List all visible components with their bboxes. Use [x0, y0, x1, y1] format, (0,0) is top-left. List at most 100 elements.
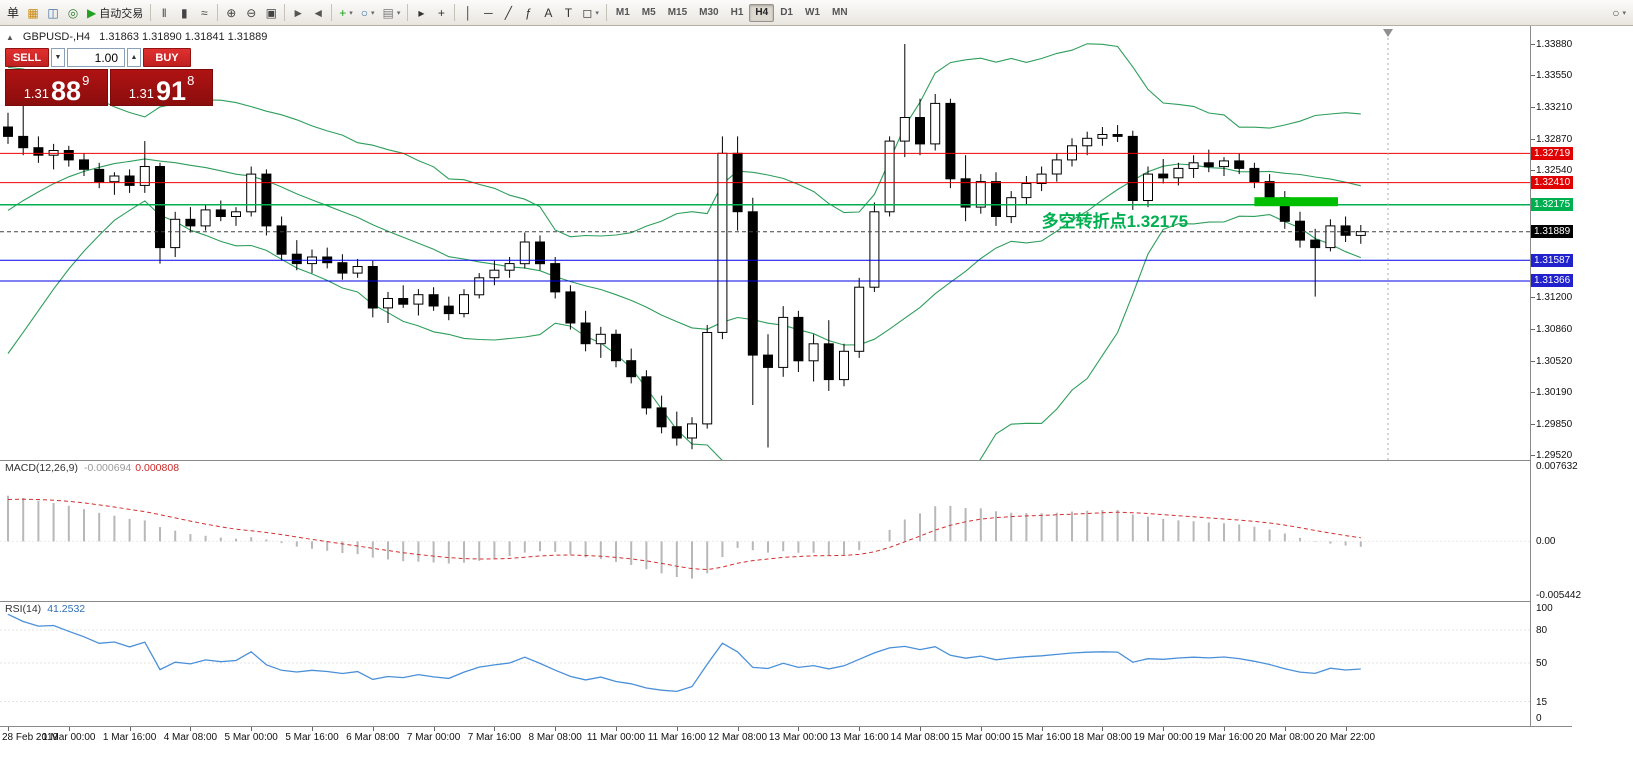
timeframe-h1-button[interactable]: H1	[725, 4, 750, 22]
autotrading-button[interactable]: ▶ 自动交易	[83, 3, 147, 23]
time-tick-mark	[129, 727, 131, 731]
tile-windows-icon: ▣	[265, 5, 277, 20]
crosshair-icon[interactable]: +	[431, 3, 451, 23]
shapes-icon: ◻	[582, 5, 593, 20]
buy-price-button[interactable]: 1.31 91 8	[110, 69, 213, 106]
auto-scroll-icon[interactable]: ►	[288, 3, 308, 23]
one-click-collapse-icon[interactable]: ▲	[6, 32, 14, 42]
label-icon[interactable]: T	[558, 3, 578, 23]
one-click-trading-panel: SELL ▼ ▲ BUY 1.31 88 9 1.31 91 8	[5, 48, 213, 106]
panel-splitter-rsi[interactable]	[0, 601, 1572, 602]
templates-icon[interactable]: ▤ ▾	[379, 3, 405, 23]
timeframe-mn-button[interactable]: MN	[826, 4, 854, 22]
rsi-panel[interactable]: RSI(14) 41.2532	[0, 601, 1530, 726]
macd-signal-value: 0.000808	[135, 462, 180, 474]
macd-label: MACD(12,26,9) -0.000694 0.000808	[5, 462, 179, 474]
rsi-value: 41.2532	[47, 603, 86, 615]
price-chart-panel[interactable]: 多空转折点1.32175 ▲ GBPUSD-,H4 1.31863 1.3189…	[0, 26, 1530, 460]
lot-increase-button[interactable]: ▲	[127, 48, 141, 67]
rsi-axis-label: 50	[1536, 658, 1548, 669]
price-tick-mark	[1531, 139, 1535, 141]
navigator-icon[interactable]: ◎	[63, 3, 83, 23]
horizontal-line-icon[interactable]: ─	[478, 3, 498, 23]
time-tick-label: 15 Mar 16:00	[1012, 732, 1072, 743]
time-tick-label: 13 Mar 00:00	[768, 732, 828, 743]
timeframe-m5-button[interactable]: M5	[636, 4, 662, 22]
indicators-icon[interactable]: + ▾	[335, 3, 357, 23]
trendline-icon[interactable]: ╱	[498, 3, 518, 23]
candlestick-chart-icon[interactable]: ▮	[174, 3, 194, 23]
indicators-icon: +	[339, 5, 347, 20]
buy-button[interactable]: BUY	[143, 48, 191, 67]
buy-price-prefix: 1.31	[128, 86, 155, 102]
dropdown-caret-icon: ▾	[396, 9, 401, 17]
lot-decrease-button[interactable]: ▼	[51, 48, 65, 67]
label-icon: T	[564, 5, 573, 20]
lot-size-input[interactable]	[67, 48, 125, 67]
price-tick-mark	[1531, 328, 1535, 330]
tile-windows-icon[interactable]: ▣	[261, 3, 281, 23]
price-badge: 1.32175	[1531, 198, 1573, 212]
price-tick-label: 1.31200	[1536, 291, 1573, 303]
line-chart-icon[interactable]: ≈	[194, 3, 214, 23]
sell-price-button[interactable]: 1.31 88 9	[5, 69, 108, 106]
zoom-out-icon: ⊖	[246, 5, 257, 20]
timeframe-m15-button[interactable]: M15	[662, 4, 693, 22]
navigator-icon: ◎	[67, 5, 79, 20]
timeframe-h4-button[interactable]: H4	[749, 3, 775, 22]
horizontal-line-icon: ─	[484, 5, 493, 20]
cursor-icon[interactable]: ▸	[411, 3, 431, 23]
timeframe-m30-button[interactable]: M30	[693, 4, 724, 22]
time-tick-mark	[859, 727, 861, 731]
price-badge: 1.31889	[1531, 225, 1573, 239]
price-tick-mark	[1531, 107, 1535, 109]
time-tick-label: 28 Feb 2019	[2, 732, 59, 743]
panel-splitter-macd[interactable]	[0, 460, 1572, 461]
time-tick-label: 13 Mar 16:00	[829, 732, 889, 743]
charts-window-icon[interactable]: ▦	[23, 3, 43, 23]
toolbar-separator	[331, 4, 333, 21]
macd-axis-label: 0.007632	[1536, 460, 1578, 472]
one-click-controls-row: SELL ▼ ▲ BUY	[5, 48, 213, 67]
periods-icon[interactable]: ○ ▾	[357, 3, 379, 23]
price-axis[interactable]: 1.33880 1.33550 1.33210 1.32870 1.32540 1.312…	[1530, 26, 1581, 726]
new-order-button[interactable]: 单	[3, 3, 23, 23]
dropdown-caret-icon: ▾	[371, 9, 375, 17]
search-icon: ○	[1612, 5, 1620, 20]
one-click-price-row: 1.31 88 9 1.31 91 8	[5, 69, 213, 106]
price-tick-label: 1.30190	[1536, 386, 1573, 398]
auto-scroll-icon: ►	[292, 5, 305, 20]
sell-button[interactable]: SELL	[5, 48, 49, 67]
fibonacci-icon[interactable]: ƒ	[518, 3, 538, 23]
autotrading-button-label: 自动交易	[99, 7, 144, 20]
zoom-out-icon[interactable]: ⊖	[241, 3, 261, 23]
market-watch-icon[interactable]: ◫	[43, 3, 63, 23]
time-tick-label: 6 Mar 08:00	[346, 732, 400, 743]
new-order-button-icon: 单	[7, 5, 20, 20]
svg-text:多空转折点1.32175: 多空转折点1.32175	[1042, 211, 1188, 231]
price-tick-mark	[1531, 391, 1535, 393]
timeframe-d1-button[interactable]: D1	[774, 4, 799, 22]
price-tick-mark	[1531, 423, 1535, 425]
time-tick-label: 12 Mar 08:00	[708, 732, 768, 743]
bar-chart-icon[interactable]: ‖	[154, 3, 174, 23]
time-tick-label: 15 Mar 00:00	[951, 732, 1011, 743]
timeframe-m1-button[interactable]: M1	[610, 4, 636, 22]
vertical-line-icon[interactable]: │	[458, 3, 478, 23]
buy-price-pip: 8	[187, 73, 195, 88]
zoom-in-icon[interactable]: ⊕	[221, 3, 241, 23]
text-icon[interactable]: A	[538, 3, 558, 23]
price-badge: 1.32719	[1531, 146, 1573, 160]
time-tick-mark	[676, 727, 678, 731]
toolbar-separator	[454, 4, 456, 21]
time-axis[interactable]: 28 Feb 2019 1 Mar 00:00 1 Mar 16:00 4 Mar 0…	[0, 726, 1572, 747]
rsi-label: RSI(14) 41.2532	[5, 603, 85, 615]
macd-panel[interactable]: MACD(12,26,9) -0.000694 0.000808	[0, 460, 1530, 601]
toolbar-separator	[217, 4, 219, 21]
price-tick-label: 1.33550	[1536, 70, 1573, 82]
chart-shift-icon[interactable]: ◄	[308, 3, 328, 23]
line-chart-icon: ≈	[200, 5, 208, 20]
shapes-icon[interactable]: ◻ ▾	[578, 3, 602, 23]
timeframe-w1-button[interactable]: W1	[799, 4, 826, 22]
search-icon[interactable]: ○ ▾	[1608, 3, 1630, 23]
